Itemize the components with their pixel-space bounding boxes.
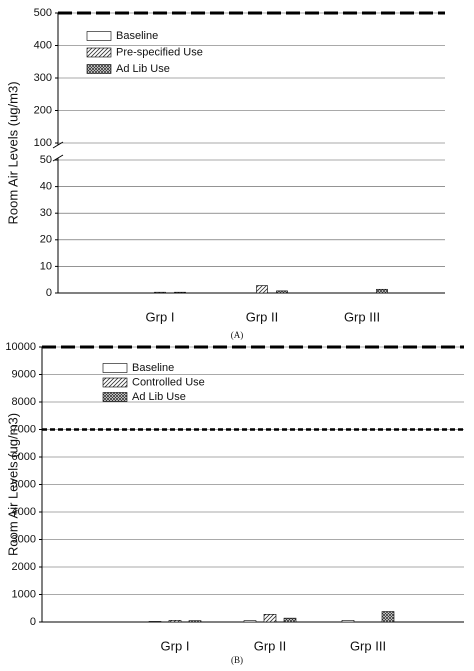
bar: [341, 620, 355, 623]
bar: [263, 613, 277, 623]
y-tick-label: 500: [34, 7, 52, 19]
x-tick-label: Grp I: [161, 638, 190, 653]
bar: [376, 288, 388, 294]
y-tick-label: 100: [34, 137, 52, 149]
x-tick-label: Grp II: [246, 309, 279, 324]
x-tick-label: Grp II: [254, 638, 287, 653]
y-tick-label: 8000: [12, 396, 36, 408]
y-tick-label: 50: [40, 154, 52, 166]
y-tick-label: 0: [30, 616, 36, 628]
legend-label: Controlled Use: [132, 376, 205, 388]
legend-label: Ad Lib Use: [132, 391, 186, 403]
bar: [276, 290, 288, 294]
y-tick-label: 7000: [12, 423, 36, 435]
legend-swatch: [102, 363, 128, 373]
bar: [243, 620, 257, 623]
bar: [174, 291, 186, 294]
axis-break: [52, 154, 64, 162]
y-tick-label: 10000: [5, 341, 36, 353]
bar: [283, 617, 297, 623]
axis-break: [52, 141, 64, 149]
y-axis-title: Room Air Levels (ug/m3): [5, 413, 20, 556]
y-tick-label: 20: [40, 234, 52, 246]
legend-swatch: [102, 392, 128, 402]
bar: [148, 621, 162, 623]
legend-swatch: [86, 64, 112, 74]
y-tick-label: 1000: [12, 588, 36, 600]
panel-label: (B): [231, 655, 243, 665]
legend-label: Ad Lib Use: [116, 63, 170, 75]
y-tick-label: 4000: [12, 506, 36, 518]
y-tick-label: 9000: [12, 368, 36, 380]
y-tick-label: 300: [34, 72, 52, 84]
y-tick-label: 400: [34, 39, 52, 51]
bar: [188, 620, 202, 623]
legend-swatch: [86, 47, 112, 58]
y-tick-label: 10: [40, 260, 52, 272]
bar: [154, 291, 166, 294]
y-tick-label: 3000: [12, 533, 36, 545]
legend-swatch: [102, 377, 128, 388]
y-tick-label: 6000: [12, 451, 36, 463]
y-tick-label: 40: [40, 181, 52, 193]
y-tick-label: 5000: [12, 478, 36, 490]
bar: [168, 620, 182, 623]
y-axis-title: Room Air Levels (ug/m3): [5, 81, 20, 224]
y-tick-label: 0: [46, 287, 52, 299]
y-tick-label: 200: [34, 104, 52, 116]
legend-swatch: [86, 31, 112, 41]
legend-label: Baseline: [132, 362, 174, 374]
y-tick-label: 2000: [12, 561, 36, 573]
bar: [256, 285, 268, 294]
x-tick-label: Grp III: [350, 638, 386, 653]
legend-label: Baseline: [116, 30, 158, 42]
bar: [381, 611, 395, 623]
x-tick-label: Grp I: [146, 309, 175, 324]
panel-label: (A): [231, 330, 244, 340]
legend-label: Pre-specified Use: [116, 46, 203, 58]
x-tick-label: Grp III: [344, 309, 380, 324]
y-tick-label: 30: [40, 207, 52, 219]
